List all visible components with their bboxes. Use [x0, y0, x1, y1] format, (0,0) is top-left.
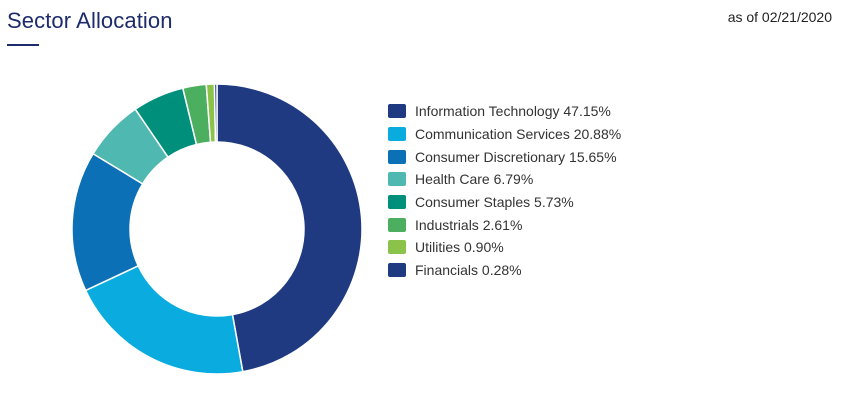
legend-label: Information Technology 47.15%: [415, 103, 611, 120]
as-of-date: as of 02/21/2020: [727, 9, 832, 25]
legend-swatch: [388, 172, 406, 187]
legend-label: Consumer Discretionary 15.65%: [415, 148, 617, 165]
legend-swatch: [388, 240, 406, 255]
legend-swatch: [388, 195, 406, 210]
legend-label: Consumer Staples 5.73%: [415, 194, 574, 211]
legend-swatch: [388, 149, 406, 164]
sector-donut-chart: [71, 83, 363, 375]
slice-communication-services[interactable]: [84, 264, 244, 375]
legend-item-financials[interactable]: Financials 0.28%: [388, 259, 621, 282]
legend-label: Communication Services 20.88%: [415, 126, 622, 143]
legend-item-consumer-staples[interactable]: Consumer Staples 5.73%: [388, 191, 621, 214]
legend-item-industrials[interactable]: Industrials 2.61%: [388, 213, 621, 236]
legend-item-utilities[interactable]: Utilities 0.90%: [388, 236, 621, 259]
legend-swatch: [388, 263, 406, 278]
legend-item-information-technology[interactable]: Information Technology 47.15%: [388, 100, 621, 123]
chart-legend: Information Technology 47.15% Communicati…: [388, 100, 621, 282]
legend-label: Utilities 0.90%: [415, 239, 504, 256]
legend-item-consumer-discretionary[interactable]: Consumer Discretionary 15.65%: [388, 145, 621, 168]
legend-swatch: [388, 217, 406, 232]
legend-item-communication-services[interactable]: Communication Services 20.88%: [388, 123, 621, 146]
legend-label: Financials 0.28%: [415, 262, 522, 279]
legend-swatch: [388, 104, 406, 119]
legend-item-health-care[interactable]: Health Care 6.79%: [388, 168, 621, 191]
donut-slices: [71, 83, 363, 375]
slice-financials[interactable]: [213, 83, 218, 143]
legend-label: Health Care 6.79%: [415, 171, 534, 188]
page-title: Sector Allocation: [7, 8, 173, 33]
title-underline: [7, 44, 39, 46]
slice-information-technology[interactable]: [216, 83, 363, 373]
legend-label: Industrials 2.61%: [415, 216, 523, 233]
legend-swatch: [388, 127, 406, 142]
